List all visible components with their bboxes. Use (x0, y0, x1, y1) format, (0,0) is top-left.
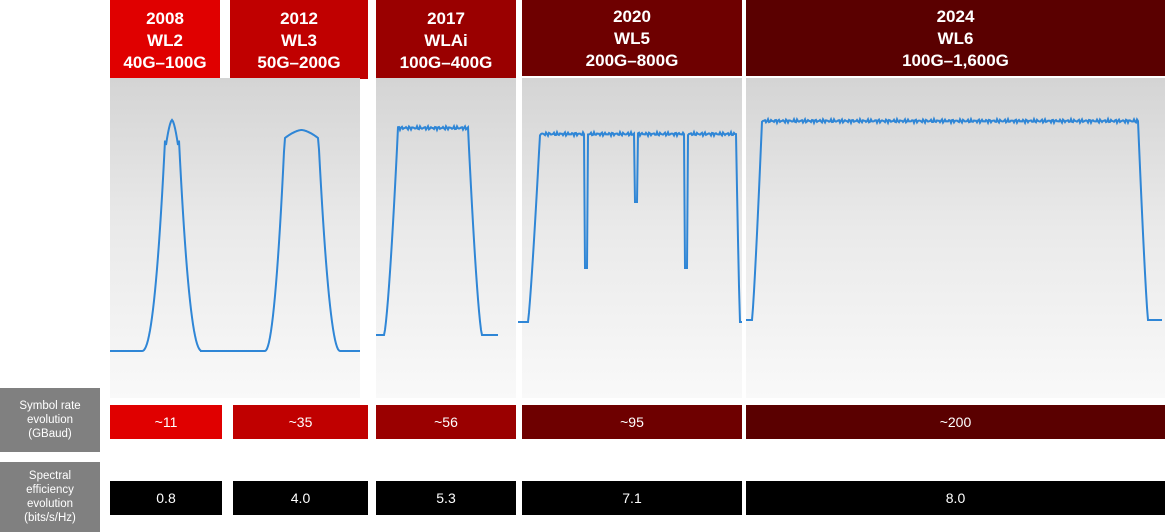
spectral-efficiency-row-label: Spectral efficiency evolution (bits/s/Hz… (0, 462, 100, 532)
header-wl5-name: WL5 (614, 29, 650, 48)
spectrum-traces (110, 116, 1162, 352)
header-wlai-year: 2017 (427, 8, 465, 28)
spectral-efficiency-wl3: 4.0 (233, 481, 368, 515)
spectrum-trace-wl5 (518, 129, 742, 323)
header-wlai: 2017 WLAi 100G–400G (376, 0, 516, 79)
spectrum-trace-wl2 (110, 118, 230, 352)
spectral-efficiency-wl6: 8.0 (746, 481, 1165, 515)
header-wl2-year: 2008 (146, 8, 184, 28)
symbol-rate-label-line3: (GBaud) (28, 428, 72, 440)
symbol-rate-row-label: Symbol rate evolution (GBaud) (0, 388, 100, 452)
symbol-rate-wl6: ~200 (746, 405, 1165, 439)
spectrum-trace-wl3 (200, 129, 360, 352)
spectral-efficiency-wl5: 7.1 (522, 481, 742, 515)
header-wl2-capacity: 40G–100G (123, 52, 207, 72)
spectral-efficiency-wl2: 0.8 (110, 481, 222, 515)
symbol-rate-label-line2: evolution (26, 414, 74, 426)
header-wl2-name: WL2 (147, 30, 183, 50)
spectrum-trace-wl6 (746, 116, 1162, 321)
header-wl3-name: WL3 (281, 30, 317, 50)
spectral-efficiency-label-line3: evolution (26, 498, 74, 510)
spectrum-trace-wlai (376, 123, 498, 336)
symbol-rate-wl3: ~35 (233, 405, 368, 439)
spectrum-panel-wl6 (746, 78, 1165, 398)
symbol-rate-wl2: ~11 (110, 405, 222, 439)
header-wl3-year: 2012 (280, 8, 318, 28)
header-wlai-name: WLAi (424, 30, 468, 50)
spectral-efficiency-label-line2: efficiency (26, 484, 74, 496)
spectrum-panel-wl2-wl3 (110, 78, 360, 398)
spectrum-panel-wlai (376, 78, 516, 398)
header-wl3-capacity: 50G–200G (257, 52, 341, 72)
header-wl5-capacity: 200G–800G (585, 51, 679, 70)
symbol-rate-wl5: ~95 (522, 405, 742, 439)
spectral-efficiency-label-line4: (bits/s/Hz) (24, 512, 76, 524)
header-wl6-name: WL6 (937, 29, 974, 48)
header-wl5-year: 2020 (613, 7, 651, 26)
header-wl3: 2012 WL3 50G–200G (230, 0, 368, 79)
header-wl2: 2008 WL2 40G–100G (110, 0, 220, 79)
header-wl5: 2020 WL5 200G–800G (522, 0, 742, 76)
spectral-efficiency-wlai: 5.3 (376, 481, 516, 515)
header-wlai-capacity: 100G–400G (399, 52, 493, 72)
symbol-rate-label-line1: Symbol rate (19, 400, 81, 412)
header-wl6: 2024 WL6 100G–1,600G (746, 0, 1165, 76)
spectral-efficiency-label-line1: Spectral (28, 470, 72, 482)
symbol-rate-wlai: ~56 (376, 405, 516, 439)
header-wl6-year: 2024 (936, 7, 975, 26)
header-wl6-capacity: 100G–1,600G (902, 51, 1009, 70)
